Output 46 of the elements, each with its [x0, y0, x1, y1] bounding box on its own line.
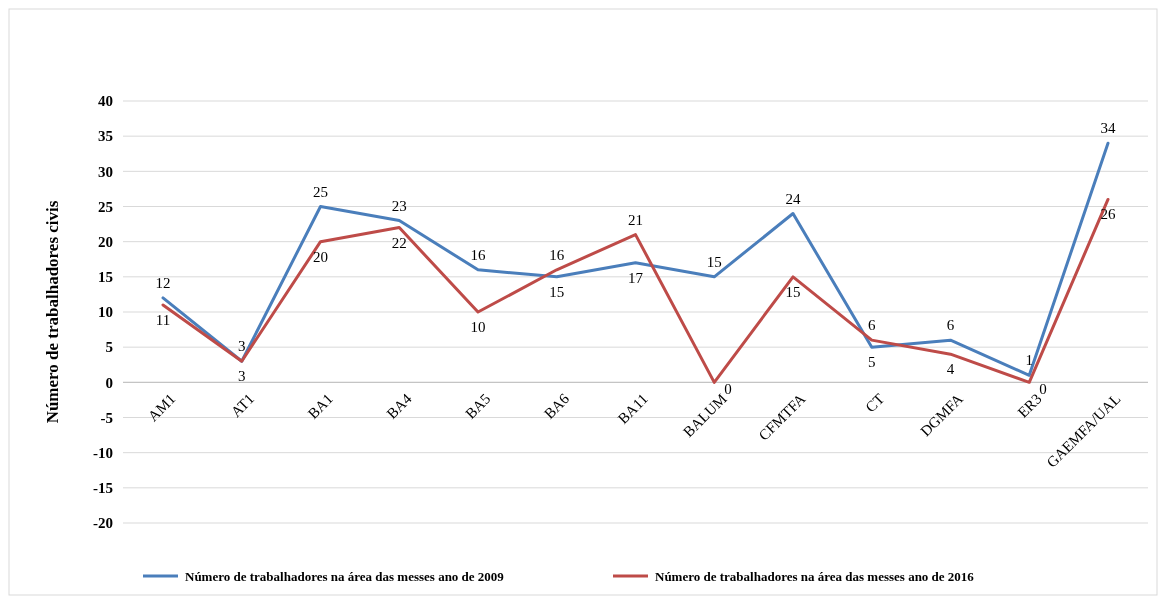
data-label: 5 [868, 354, 876, 371]
data-label: 4 [946, 361, 955, 378]
data-label: 11 [155, 311, 171, 328]
data-label: 34 [1100, 120, 1116, 137]
y-tick-label: 40 [98, 93, 113, 110]
data-label: 25 [313, 183, 328, 200]
x-tick-label: CT [862, 390, 888, 416]
y-tick-label: 30 [98, 163, 113, 180]
y-tick-label: 35 [98, 128, 113, 145]
y-tick-label: -20 [93, 515, 113, 532]
x-tick-label: AT1 [227, 390, 258, 421]
legend-label: Número de trabalhadores na área das messes ano de 2016 [655, 568, 975, 584]
y-tick-label: 10 [98, 304, 113, 321]
y-tick-label: 5 [105, 339, 113, 356]
legend-label: Número de trabalhadores na área das messes ano de 2009 [185, 568, 505, 584]
data-label: 15 [785, 283, 801, 300]
data-label: 10 [470, 319, 486, 335]
data-label: 6 [868, 317, 876, 334]
data-label: 26 [1100, 206, 1116, 223]
data-label: 16 [549, 246, 565, 263]
y-tick-label: -15 [93, 480, 113, 497]
data-label: 17 [628, 269, 644, 286]
x-tick-label: BA1 [304, 390, 337, 422]
y-tick-label: -10 [93, 444, 113, 461]
data-label: 0 [1039, 381, 1047, 398]
data-label: 3 [238, 338, 246, 355]
data-label: 12 [155, 274, 171, 291]
data-label: 20 [313, 248, 328, 265]
data-label: 16 [470, 246, 486, 263]
data-label: 24 [785, 190, 801, 207]
y-tick-label: 20 [98, 233, 113, 250]
data-label: 15 [706, 253, 722, 270]
y-tick-label: 0 [105, 374, 113, 391]
data-label: 6 [946, 317, 955, 334]
data-label: 3 [238, 368, 246, 385]
y-tick-label: 25 [98, 198, 113, 215]
y-tick-label: -5 [100, 409, 113, 426]
y-axis-title: Número de trabalhadores civis [43, 200, 62, 424]
data-label: 15 [549, 283, 565, 300]
data-label: 21 [628, 211, 643, 228]
x-tick-label: BA4 [383, 390, 416, 422]
data-label: 23 [391, 197, 407, 214]
y-tick-label: 15 [98, 269, 113, 286]
data-label: 22 [391, 234, 407, 251]
data-label: 1 [1025, 352, 1033, 369]
data-label: 0 [724, 381, 732, 398]
